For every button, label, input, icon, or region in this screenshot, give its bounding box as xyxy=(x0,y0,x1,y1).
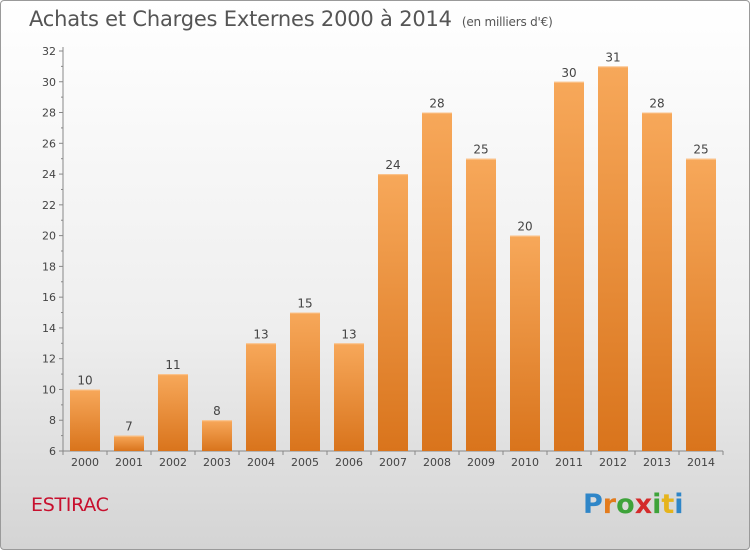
proxiti-logo-letter: t xyxy=(661,489,675,520)
data-label-2003: 8 xyxy=(213,404,221,418)
proxiti-logo-letter: x xyxy=(634,489,653,520)
x-tick-label: 2011 xyxy=(555,456,583,469)
data-label-2008: 28 xyxy=(429,97,444,111)
y-axis: 6 8 10 12 14 16 18 20 22 24 26 28 30 32 xyxy=(42,45,64,458)
x-tick-label: 2009 xyxy=(467,456,495,469)
bar-2013 xyxy=(642,112,672,452)
data-label-2000: 10 xyxy=(77,373,92,387)
data-label-2013: 28 xyxy=(649,97,664,111)
y-tick-label: 10 xyxy=(42,383,56,396)
x-tick-label: 2004 xyxy=(247,456,275,469)
bar-2014 xyxy=(686,158,716,451)
bar-2011 xyxy=(554,81,584,452)
bar-2005 xyxy=(290,312,320,451)
x-tick-label: 2003 xyxy=(203,456,231,469)
data-label-2012: 31 xyxy=(605,50,620,64)
bar-2009 xyxy=(466,158,496,451)
data-label-2001: 7 xyxy=(125,420,133,434)
y-tick-label: 26 xyxy=(42,137,56,150)
bar-2008 xyxy=(422,112,452,452)
bar-2001 xyxy=(114,435,144,451)
data-label-2011: 30 xyxy=(561,66,576,80)
y-tick-label: 18 xyxy=(42,260,56,273)
x-tick-label: 2010 xyxy=(511,456,539,469)
y-tick-label: 24 xyxy=(42,168,56,181)
proxiti-logo-letter: o xyxy=(616,489,635,520)
proxiti-logo-letter: i xyxy=(674,489,684,520)
y-tick-label: 20 xyxy=(42,230,56,243)
x-tick-label: 2002 xyxy=(159,456,187,469)
data-labels: 10 7 11 8 13 15 13 24 28 25 20 30 31 28 25 xyxy=(77,50,708,433)
data-label-2005: 15 xyxy=(297,297,312,311)
y-tick-label: 16 xyxy=(42,291,56,304)
bar-2000 xyxy=(70,389,100,451)
data-label-2010: 20 xyxy=(517,220,532,234)
bar-2002 xyxy=(158,374,188,451)
x-tick-label: 2012 xyxy=(599,456,627,469)
y-tick-label: 12 xyxy=(42,353,56,366)
x-tick-label: 2005 xyxy=(291,456,319,469)
y-tick-label: 6 xyxy=(49,445,56,458)
proxiti-logo-letter: P xyxy=(583,489,603,520)
x-tick-label: 2008 xyxy=(423,456,451,469)
x-tick-label: 2013 xyxy=(643,456,671,469)
x-tick-label: 2014 xyxy=(687,456,715,469)
bar-2007 xyxy=(378,174,408,452)
y-tick-label: 30 xyxy=(42,76,56,89)
y-tick-label: 32 xyxy=(42,45,56,58)
data-label-2006: 13 xyxy=(341,327,356,341)
data-label-2002: 11 xyxy=(165,358,180,372)
x-tick-label: 2000 xyxy=(71,456,99,469)
bar-2012 xyxy=(598,66,628,451)
proxiti-logo-letter: i xyxy=(652,489,662,520)
x-axis: 2000 2001 2002 2003 2004 2005 2006 2007 2008 2009… xyxy=(62,450,724,469)
x-tick-label: 2001 xyxy=(115,456,143,469)
chart-title: Achats et Charges Externes 2000 à 2014 (e… xyxy=(29,7,553,31)
data-label-2009: 25 xyxy=(473,143,488,157)
commune-name: ESTIRAC xyxy=(31,494,109,516)
data-label-2004: 13 xyxy=(253,327,268,341)
bar-2003 xyxy=(202,420,232,451)
bars xyxy=(70,66,716,452)
x-tick-label: 2007 xyxy=(379,456,407,469)
bar-2010 xyxy=(510,235,540,451)
y-tick-label: 28 xyxy=(42,107,56,120)
y-tick-label: 8 xyxy=(49,414,56,427)
chart-title-text: Achats et Charges Externes 2000 à 2014 xyxy=(29,7,452,31)
bar-2006 xyxy=(334,343,364,451)
proxiti-logo: Proxiti xyxy=(583,489,684,520)
data-label-2014: 25 xyxy=(693,143,708,157)
proxiti-logo-letter: r xyxy=(602,489,617,520)
x-tick-label: 2006 xyxy=(335,456,363,469)
bar-2004 xyxy=(246,343,276,451)
chart-subtitle: (en milliers d'€) xyxy=(461,15,553,29)
y-tick-label: 14 xyxy=(42,322,56,335)
data-label-2007: 24 xyxy=(385,158,400,172)
y-tick-label: 22 xyxy=(42,199,56,212)
